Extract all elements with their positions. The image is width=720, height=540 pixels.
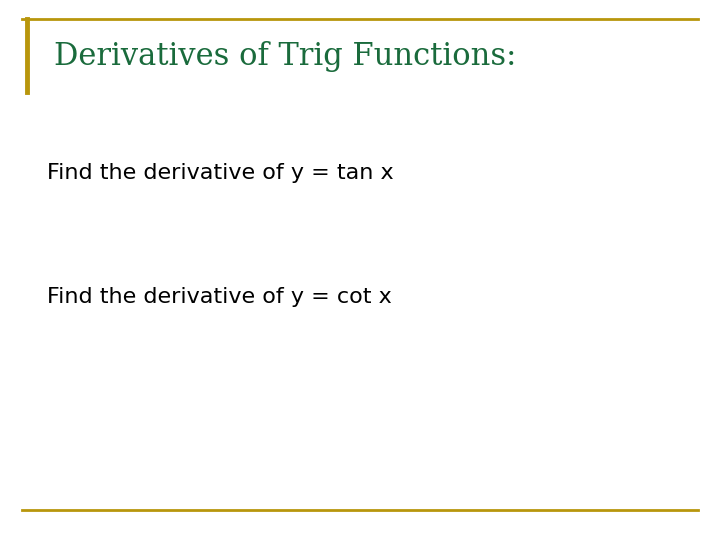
Text: Derivatives of Trig Functions:: Derivatives of Trig Functions: [54, 41, 516, 72]
Text: Find the derivative of y = tan x: Find the derivative of y = tan x [47, 163, 393, 183]
Text: Find the derivative of y = cot x: Find the derivative of y = cot x [47, 287, 392, 307]
